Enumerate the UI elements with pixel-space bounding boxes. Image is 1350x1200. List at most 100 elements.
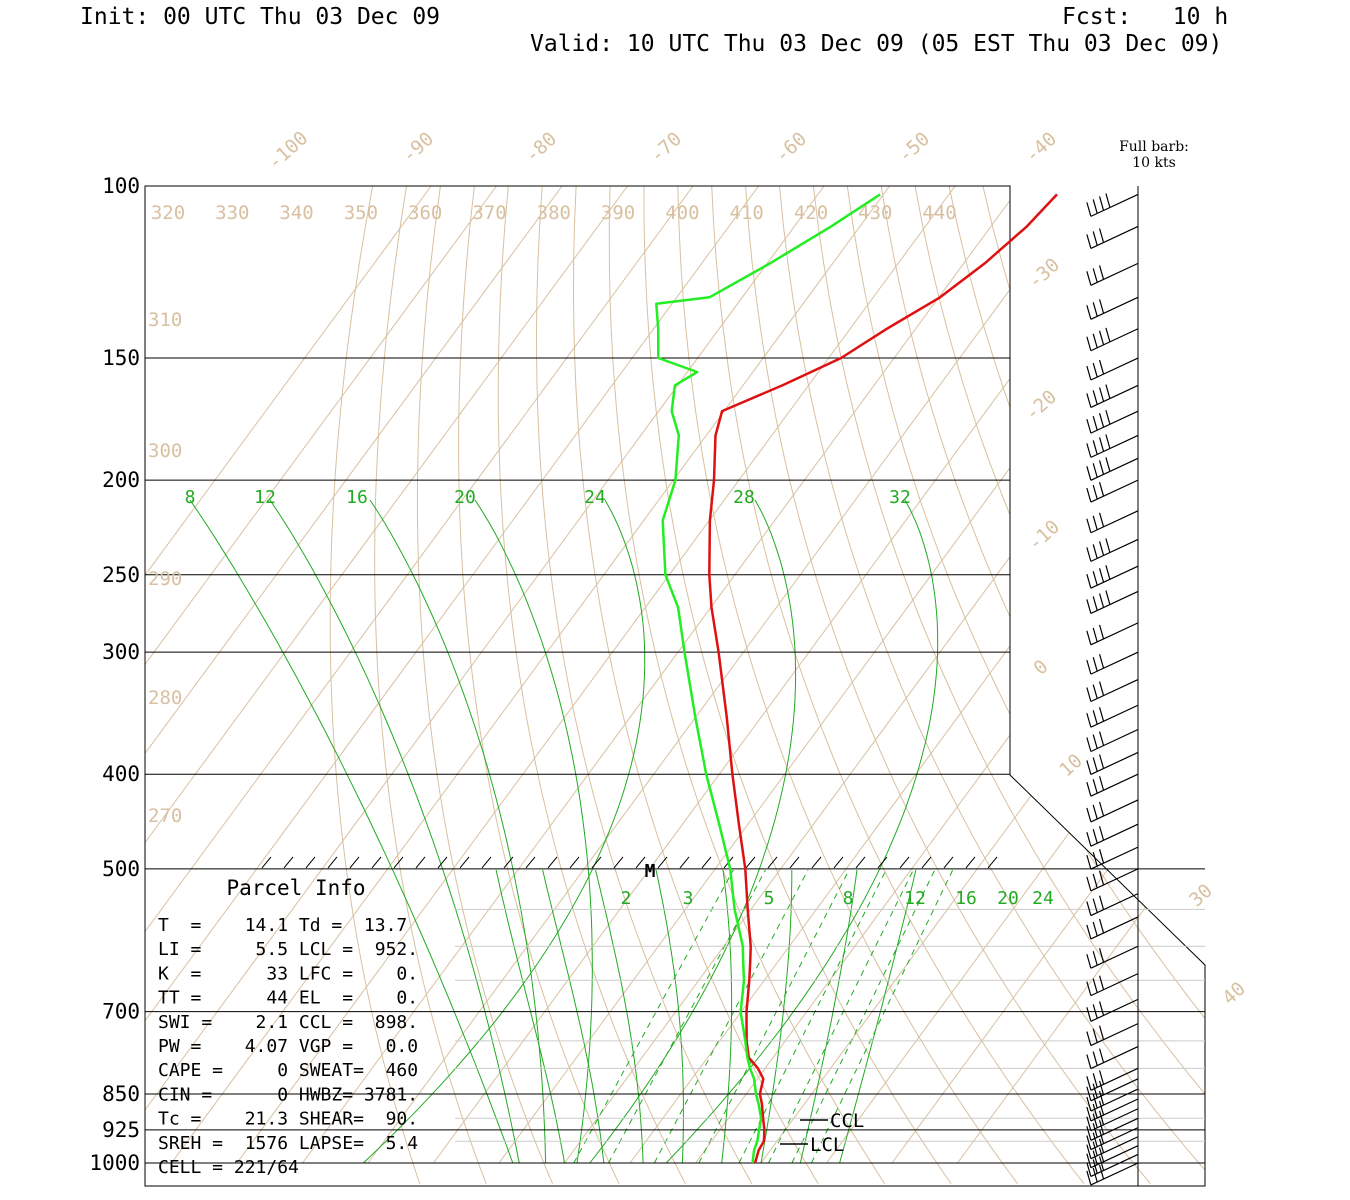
- dry-adiabat: [1118, 186, 1205, 1185]
- barb-flag: [1092, 898, 1098, 913]
- saturated-adiabat: [363, 499, 646, 1164]
- wind-barb: [1086, 1108, 1139, 1132]
- dry-adiabat: [497, 186, 686, 1184]
- barb-flag: [1098, 265, 1105, 280]
- barb-legend-line2: 10 kts: [1132, 155, 1176, 171]
- barb-flag: [1086, 737, 1092, 752]
- pressure-tick-label: 925: [102, 1118, 140, 1142]
- wind-barb: [1086, 1117, 1139, 1141]
- barb-shaft: [1090, 916, 1139, 940]
- barb-shaft: [1090, 868, 1139, 892]
- theta-label: 300: [148, 440, 182, 462]
- barb-flag: [1098, 654, 1105, 669]
- barb-shaft: [1090, 678, 1139, 703]
- barb-flag: [1086, 336, 1092, 351]
- barb-flag: [1098, 754, 1105, 769]
- barb-shaft: [1090, 1117, 1139, 1141]
- hatch-mark: [701, 856, 712, 869]
- dry-adiabat: [982, 186, 1205, 1185]
- barb-flag: [1098, 330, 1105, 345]
- barb-flag: [1092, 734, 1098, 749]
- hatch-mark: [327, 856, 338, 869]
- barb-shaft: [1090, 384, 1139, 408]
- pressure-tick-label: 400: [102, 762, 140, 786]
- pressure-tick-label: 100: [102, 174, 140, 198]
- barb-flag: [1092, 268, 1098, 283]
- theta-label: 340: [279, 202, 313, 224]
- theta-label: 290: [148, 568, 182, 590]
- barb-flag: [1092, 333, 1098, 348]
- moist-adiabat: [799, 870, 858, 1164]
- wind-barb: [1086, 262, 1139, 286]
- barb-flag: [1098, 460, 1105, 475]
- barb-flag: [1092, 1093, 1098, 1109]
- parcel-info-row: Tc = 21.3 SHEAR= 90.: [158, 1109, 418, 1130]
- barb-flag: [1092, 851, 1098, 867]
- theta-label: 420: [794, 202, 828, 224]
- barb-flag: [1092, 873, 1098, 889]
- barb-shaft: [1090, 823, 1139, 847]
- dry-adiabat: [1050, 186, 1205, 1185]
- theta-label: 320: [151, 202, 185, 224]
- barb-flag: [1086, 807, 1092, 823]
- barb-shaft: [1090, 893, 1139, 917]
- parcel-info-row: PW = 4.07 VGP = 0.0: [158, 1036, 418, 1057]
- moist-adiabat: [542, 870, 605, 1164]
- mixing-ratio-label: 3: [683, 888, 694, 909]
- barb-flag: [1098, 482, 1105, 497]
- barb-flag: [1098, 512, 1105, 528]
- barb-flag: [1086, 981, 1092, 996]
- wind-barb: [1086, 1145, 1139, 1169]
- wind-barb: [1086, 457, 1139, 481]
- barb-flag: [1092, 1150, 1098, 1165]
- barb-flag: [1098, 593, 1105, 608]
- dry-adiabat: [1016, 186, 1205, 1185]
- barb-flag: [1105, 410, 1111, 425]
- barb-flag: [1086, 1153, 1092, 1168]
- forecast-hour: Fcst: 10 h: [1062, 4, 1229, 30]
- theta-label: 430: [858, 202, 892, 224]
- wind-barb: [1086, 651, 1139, 675]
- barb-flag: [1098, 1070, 1105, 1085]
- dry-adiabat: [914, 186, 1205, 1185]
- wind-barb: [1086, 773, 1139, 797]
- hatch-mark: [481, 856, 492, 869]
- barb-flag: [1092, 440, 1098, 455]
- barb-flag: [1092, 1167, 1098, 1183]
- barb-flag: [1086, 1007, 1092, 1022]
- isotherm: [564, 186, 1205, 1164]
- barb-flag: [1092, 804, 1098, 820]
- barb-flag: [1086, 305, 1092, 320]
- barb-shaft: [1090, 193, 1139, 217]
- barb-flag: [1086, 466, 1092, 481]
- parcel-info-row: K = 33 LFC = 0.: [158, 963, 418, 984]
- theta-label: 330: [215, 202, 249, 224]
- barb-flag: [1086, 1135, 1092, 1150]
- dewpoint-profile: [655, 193, 881, 1164]
- wind-barb: [1086, 678, 1139, 703]
- hatch-mark: [415, 856, 426, 869]
- mixing-ratio-line: [698, 870, 850, 1164]
- isotherm-label: 0: [1029, 656, 1052, 680]
- barb-shaft: [1090, 622, 1139, 646]
- barb-flag: [1098, 849, 1105, 864]
- barb-shaft: [1090, 434, 1139, 458]
- barb-flag: [1092, 921, 1098, 937]
- barb-shaft: [1090, 1098, 1139, 1122]
- wind-barb: [1086, 590, 1139, 614]
- pressure-tick-label: 500: [102, 857, 140, 881]
- barb-flag: [1086, 954, 1092, 969]
- pressure-tick-label: 150: [102, 346, 140, 370]
- mixing-ratio-label: 12: [904, 888, 926, 909]
- mixing-ratio-label: 20: [454, 487, 476, 508]
- barb-flag: [1092, 1103, 1098, 1119]
- wind-barb: [1086, 327, 1139, 352]
- theta-label: 400: [665, 202, 699, 224]
- theta-label: 350: [344, 202, 378, 224]
- hatch-mark: [899, 856, 910, 869]
- dry-adiabat: [711, 186, 1085, 1185]
- wind-barb: [1086, 1127, 1139, 1151]
- barb-flag: [1092, 829, 1098, 844]
- wind-barb: [1086, 565, 1139, 589]
- barb-shaft: [1090, 1023, 1139, 1047]
